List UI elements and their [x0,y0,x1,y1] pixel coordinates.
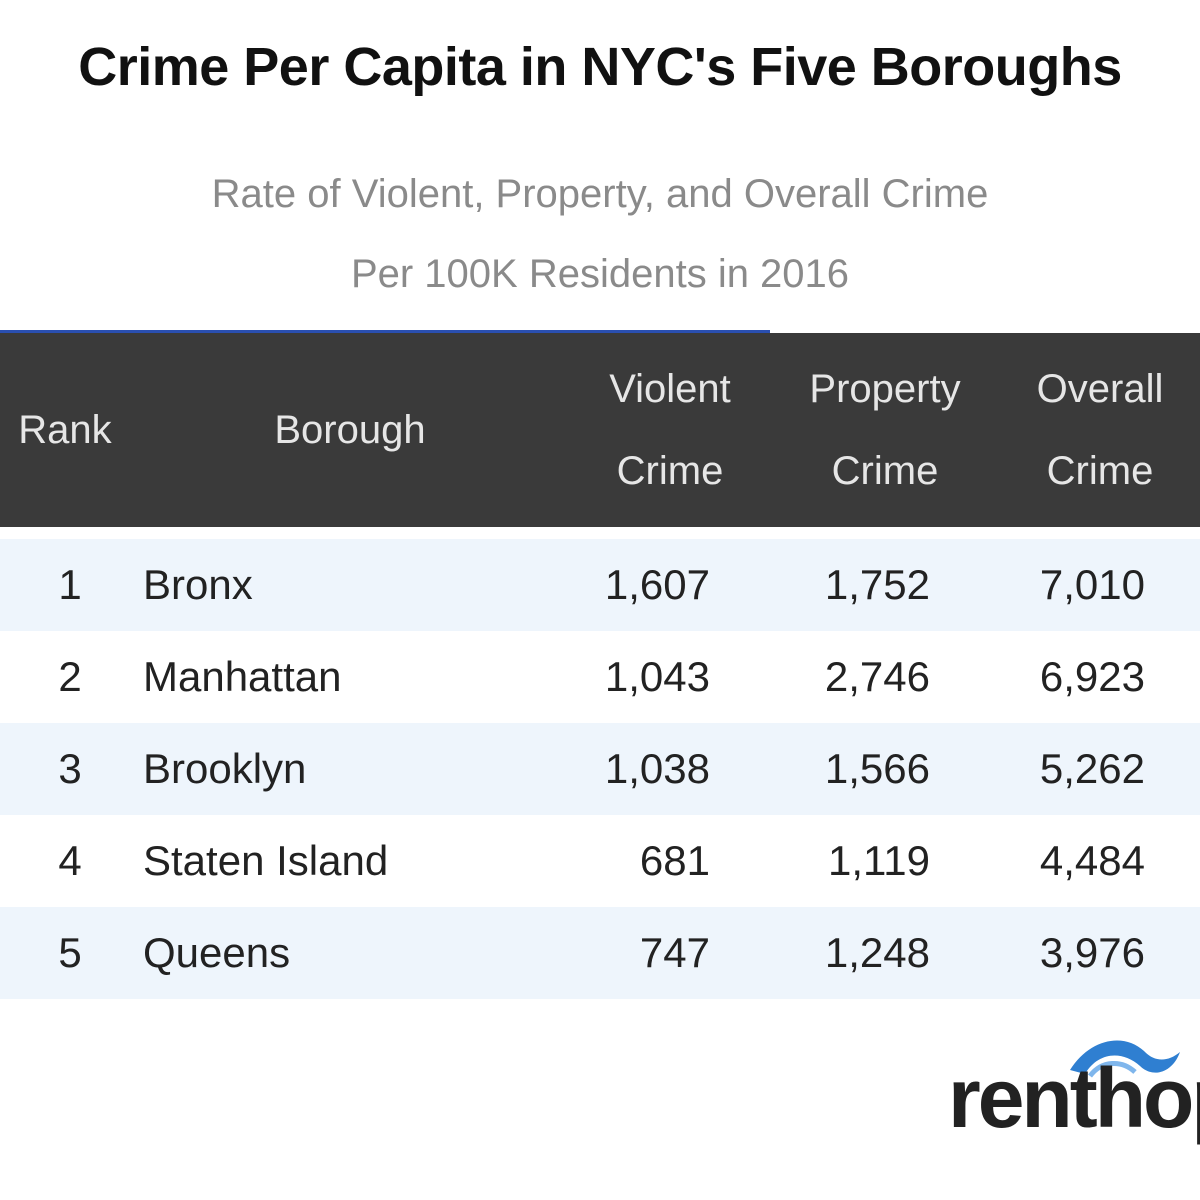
subtitle-line-2: Per 100K Residents in 2016 [350,252,850,296]
header-borough: Borough [240,333,460,527]
header-overall: Overall Crime [1010,333,1190,527]
header-overall-line-1: Overall [1036,367,1164,411]
logo-text: renthop [948,1051,1200,1145]
violent-cell: 1,043 [604,653,710,700]
overall-cell: 3,976 [1039,929,1145,976]
header-accent-line [0,330,770,333]
overall-cell: 5,262 [1039,745,1145,792]
borough-cell: Manhattan [143,653,342,700]
rank-cell: 2 [58,653,82,700]
property-cell: 1,119 [828,837,930,884]
borough-cell: Bronx [143,561,253,608]
violent-cell: 1,607 [604,561,710,608]
table-row: 3 Brooklyn 1,038 1,566 5,262 [0,723,1200,815]
table-row: 5 Queens 747 1,248 3,976 [0,907,1200,999]
header-borough-label: Borough [274,408,426,452]
borough-cell: Staten Island [143,837,389,884]
rank-cell: 5 [58,929,82,976]
table-row: 2 Manhattan 1,043 2,746 6,923 [0,631,1200,723]
header-property: Property Crime [760,333,1010,527]
table-row: 1 Bronx 1,607 1,752 7,010 [0,539,1200,631]
overall-cell: 4,484 [1039,837,1145,884]
violent-cell: 747 [639,929,710,976]
header-violent-line-2: Crime [616,449,724,493]
header-violent-line-1: Violent [609,367,731,411]
overall-cell: 7,010 [1039,561,1145,608]
page-title: Crime Per Capita in NYC's Five Boroughs [78,37,1122,97]
wave-arc-icon [1070,1040,1180,1078]
subtitle-line-1: Rate of Violent, Property, and Overall C… [211,172,989,216]
table-header: Rank Borough Violent Crime Property Crim… [0,333,1200,527]
rank-cell: 4 [58,837,82,884]
property-cell: 1,566 [824,745,930,792]
property-cell: 1,752 [824,561,930,608]
violent-cell: 681 [639,837,710,884]
table-body: 1 Bronx 1,607 1,752 7,010 2 Manhattan 1,… [0,539,1200,999]
property-cell: 1,248 [824,929,930,976]
rank-cell: 1 [58,561,82,608]
header-overall-line-2: Crime [1046,449,1154,493]
header-property-label: Property Crime [809,367,961,493]
rank-cell: 3 [58,745,82,792]
property-cell: 2,746 [824,653,930,700]
renthop-logo: renthop [940,1030,1200,1180]
violent-cell: 1,038 [604,745,710,792]
borough-cell: Queens [143,929,291,976]
borough-cell: Brooklyn [143,745,307,792]
header-violent: Violent Crime [590,333,750,527]
table-row: 4 Staten Island 681 1,119 4,484 [0,815,1200,907]
header-rank: Rank [10,333,120,527]
overall-cell: 6,923 [1039,653,1145,700]
header-rank-label: Rank [18,408,112,452]
